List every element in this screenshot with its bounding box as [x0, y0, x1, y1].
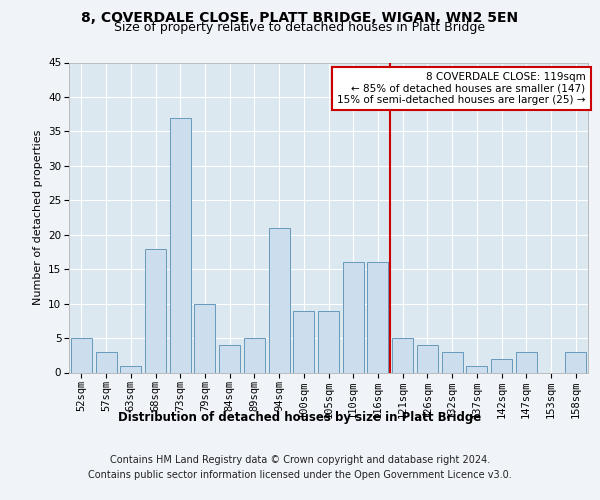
- Bar: [170, 118, 191, 372]
- Bar: [516, 352, 537, 372]
- Bar: [392, 338, 413, 372]
- Text: Contains public sector information licensed under the Open Government Licence v3: Contains public sector information licen…: [88, 470, 512, 480]
- Y-axis label: Number of detached properties: Number of detached properties: [32, 130, 43, 305]
- Bar: [120, 366, 141, 372]
- Bar: [71, 338, 92, 372]
- Bar: [466, 366, 487, 372]
- Bar: [145, 248, 166, 372]
- Text: Size of property relative to detached houses in Platt Bridge: Size of property relative to detached ho…: [115, 21, 485, 34]
- Text: Distribution of detached houses by size in Platt Bridge: Distribution of detached houses by size …: [118, 411, 482, 424]
- Bar: [565, 352, 586, 372]
- Bar: [244, 338, 265, 372]
- Text: 8, COVERDALE CLOSE, PLATT BRIDGE, WIGAN, WN2 5EN: 8, COVERDALE CLOSE, PLATT BRIDGE, WIGAN,…: [82, 11, 518, 25]
- Bar: [367, 262, 388, 372]
- Text: Contains HM Land Registry data © Crown copyright and database right 2024.: Contains HM Land Registry data © Crown c…: [110, 455, 490, 465]
- Bar: [194, 304, 215, 372]
- Bar: [269, 228, 290, 372]
- Bar: [318, 310, 339, 372]
- Bar: [219, 345, 240, 372]
- Bar: [491, 358, 512, 372]
- Bar: [343, 262, 364, 372]
- Bar: [293, 310, 314, 372]
- Bar: [442, 352, 463, 372]
- Bar: [417, 345, 438, 372]
- Bar: [95, 352, 116, 372]
- Text: 8 COVERDALE CLOSE: 119sqm
← 85% of detached houses are smaller (147)
15% of semi: 8 COVERDALE CLOSE: 119sqm ← 85% of detac…: [337, 72, 586, 105]
